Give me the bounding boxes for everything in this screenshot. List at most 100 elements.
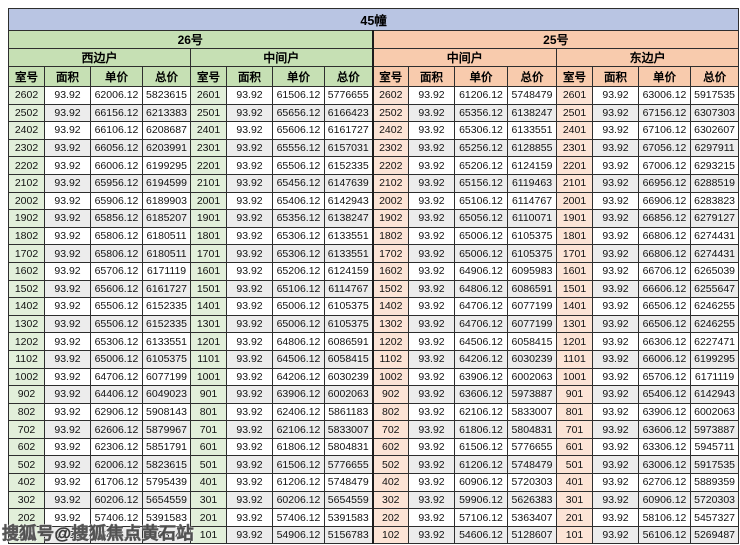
col-header-area: 面积 xyxy=(592,66,639,87)
area-cell: 93.92 xyxy=(226,455,273,475)
room-cell: 2502 xyxy=(371,103,409,123)
total-price-cell: 6105375 xyxy=(507,244,557,263)
total-price-cell: 6077199 xyxy=(507,314,557,334)
area-cell: 93.92 xyxy=(226,385,273,404)
unit-price-cell: 65856.12 xyxy=(90,209,143,228)
room-cell: 1202 xyxy=(8,332,45,351)
area-cell: 93.92 xyxy=(44,279,91,299)
total-price-cell: 6077199 xyxy=(142,367,191,387)
room-cell: 402 xyxy=(371,473,409,492)
unit-price-cell: 57406.12 xyxy=(272,508,325,527)
table-row: 2502 93.92 66156.12 6213383 2501 93.92 65656.1… xyxy=(8,103,740,123)
unit-price-cell: 65806.12 xyxy=(90,244,143,263)
total-price-cell: 5720303 xyxy=(689,490,740,510)
table-row: 2302 93.92 66056.12 6203991 2301 93.92 65556.1… xyxy=(8,138,740,158)
total-price-cell: 6203991 xyxy=(142,138,191,158)
area-cell: 93.92 xyxy=(226,332,273,351)
room-cell: 2201 xyxy=(190,156,227,175)
unit-price-cell: 63906.12 xyxy=(454,367,508,387)
column-header-row: 室号 面积 单价 总价 室号 面积 单价 总价 室号 面积 单价 总价 室号 面… xyxy=(8,66,740,87)
area-cell: 93.92 xyxy=(408,103,455,123)
total-price-cell: 6147639 xyxy=(324,173,373,193)
room-cell: 501 xyxy=(556,455,593,475)
room-cell: 1002 xyxy=(8,367,45,387)
room-cell: 201 xyxy=(190,508,227,527)
total-price-cell: 6105375 xyxy=(507,226,557,246)
area-cell: 93.92 xyxy=(226,86,273,105)
room-cell: 502 xyxy=(371,455,409,475)
room-cell: 801 xyxy=(190,402,227,422)
unit-price-cell: 65006.12 xyxy=(454,244,508,263)
unit-price-cell: 63906.12 xyxy=(638,402,691,422)
unit-price-cell: 62006.12 xyxy=(90,86,143,105)
total-price-cell: 6114767 xyxy=(324,279,373,299)
area-cell: 93.92 xyxy=(592,86,639,105)
area-cell: 93.92 xyxy=(592,226,639,246)
area-cell: 93.92 xyxy=(226,437,273,457)
room-cell: 2102 xyxy=(371,173,409,193)
area-cell: 93.92 xyxy=(592,385,639,404)
table-row: 2202 93.92 66006.12 6199295 2201 93.92 65506.1… xyxy=(8,156,740,175)
room-cell: 2101 xyxy=(556,173,593,193)
total-price-cell: 5795439 xyxy=(142,473,191,492)
room-cell: 1502 xyxy=(371,279,409,299)
area-cell: 93.92 xyxy=(44,173,91,193)
total-price-cell: 5654559 xyxy=(324,490,373,510)
total-price-cell: 6086591 xyxy=(324,332,373,351)
total-price-cell: 6086591 xyxy=(507,279,557,299)
total-price-cell: 6105375 xyxy=(324,297,373,316)
room-cell: 2301 xyxy=(190,138,227,158)
unit-price-cell: 65556.12 xyxy=(272,138,325,158)
room-cell: 1702 xyxy=(371,244,409,263)
room-cell: 2001 xyxy=(190,191,227,211)
area-cell: 93.92 xyxy=(592,332,639,351)
room-cell: 2602 xyxy=(371,86,409,105)
room-cell: 101 xyxy=(190,525,227,545)
table-row: 402 93.92 61706.12 5795439 401 93.92 61206.12 5… xyxy=(8,473,740,492)
area-cell: 93.92 xyxy=(44,490,91,510)
unit-price-cell: 66806.12 xyxy=(638,244,691,263)
room-cell: 2202 xyxy=(371,156,409,175)
watermark-sohu: 搜狐号@搜狐焦点黄石站 xyxy=(2,524,195,543)
total-price-cell: 6133551 xyxy=(142,332,191,351)
unit-price-cell: 61506.12 xyxy=(454,437,508,457)
unit-price-cell: 67106.12 xyxy=(638,121,691,140)
unit-price-cell: 66506.12 xyxy=(638,314,691,334)
table-row: 1902 93.92 65856.12 6185207 1901 93.92 65356.1… xyxy=(8,209,740,228)
unit-price-cell: 65056.12 xyxy=(454,209,508,228)
unit-price-cell: 63606.12 xyxy=(454,385,508,404)
total-price-cell: 6189903 xyxy=(142,191,191,211)
unit-price-cell: 65006.12 xyxy=(90,349,143,369)
total-price-cell: 6157031 xyxy=(324,138,373,158)
area-cell: 93.92 xyxy=(408,490,455,510)
area-cell: 93.92 xyxy=(408,420,455,439)
col-header-total-price: 总价 xyxy=(689,66,740,87)
area-cell: 93.92 xyxy=(408,244,455,263)
room-cell: 1701 xyxy=(190,244,227,263)
col-header-unit-price: 单价 xyxy=(90,66,143,87)
area-cell: 93.92 xyxy=(408,226,455,246)
room-cell: 401 xyxy=(190,473,227,492)
table-row: 1702 93.92 65806.12 6180511 1701 93.92 65306.1… xyxy=(8,244,740,263)
total-price-cell: 6297911 xyxy=(689,138,740,158)
area-cell: 93.92 xyxy=(226,261,273,281)
building-25-header: 25号 xyxy=(371,30,740,49)
area-cell: 93.92 xyxy=(226,173,273,193)
total-price-cell: 6138247 xyxy=(324,209,373,228)
unit-price-cell: 65306.12 xyxy=(454,121,508,140)
area-cell: 93.92 xyxy=(592,121,639,140)
unit-price-cell: 65356.12 xyxy=(454,103,508,123)
total-price-cell: 5748479 xyxy=(324,473,373,492)
total-price-cell: 6124159 xyxy=(507,156,557,175)
area-cell: 93.92 xyxy=(44,385,91,404)
unit-header-east: 东边户 xyxy=(555,48,740,67)
room-cell: 2001 xyxy=(556,191,593,211)
unit-price-cell: 65106.12 xyxy=(272,279,325,299)
area-cell: 93.92 xyxy=(226,191,273,211)
area-cell: 93.92 xyxy=(44,437,91,457)
total-price-cell: 6119463 xyxy=(507,173,557,193)
total-price-cell: 6105375 xyxy=(324,314,373,334)
total-price-cell: 6246255 xyxy=(689,297,740,316)
area-cell: 93.92 xyxy=(226,121,273,140)
total-price-cell: 6128855 xyxy=(507,138,557,158)
